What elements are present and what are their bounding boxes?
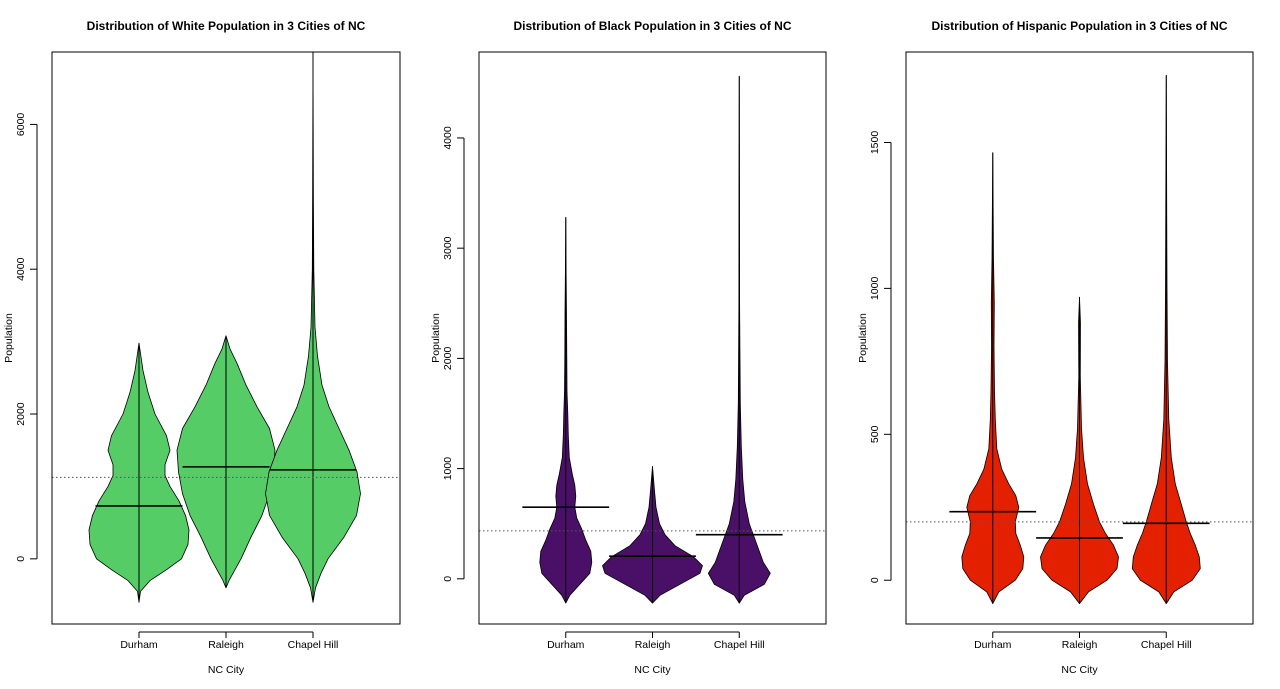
y-tick-label: 6000	[15, 113, 27, 137]
y-tick-label: 500	[869, 425, 881, 443]
chart-title: Distribution of Hispanic Population in 3…	[931, 19, 1227, 33]
y-tick-label: 2000	[15, 402, 27, 426]
y-tick-label: 1500	[869, 131, 881, 155]
plot-frame	[478, 51, 827, 625]
y-tick-label: 0	[15, 556, 27, 562]
chart-title: Distribution of White Population in 3 Ci…	[87, 19, 366, 33]
y-axis-label: Population	[857, 313, 869, 363]
plot-frame	[51, 51, 401, 625]
y-tick-label: 4000	[15, 257, 27, 281]
y-tick-label: 0	[442, 576, 454, 582]
x-tick-label: Chapel Hill	[1141, 639, 1192, 651]
x-axis-label: NC City	[208, 664, 245, 676]
y-tick-label: 0	[869, 577, 881, 583]
x-tick-label: Durham	[120, 639, 158, 651]
x-tick-label: Raleigh	[208, 639, 244, 651]
y-axis-label: Population	[430, 313, 442, 363]
x-tick-label: Chapel Hill	[714, 639, 765, 651]
y-axis-label: Population	[3, 313, 15, 363]
x-axis-label: NC City	[1061, 664, 1098, 676]
x-tick-label: Raleigh	[1062, 639, 1098, 651]
y-tick-label: 4000	[442, 126, 454, 150]
x-tick-label: Durham	[974, 639, 1012, 651]
x-axis-label: NC City	[634, 664, 671, 676]
y-tick-label: 1000	[442, 457, 454, 481]
x-tick-label: Durham	[547, 639, 585, 651]
plot-frame	[905, 51, 1254, 625]
y-tick-label: 3000	[442, 236, 454, 260]
x-tick-label: Chapel Hill	[288, 639, 339, 651]
y-tick-label: 1000	[869, 277, 881, 301]
y-tick-label: 2000	[442, 347, 454, 371]
x-tick-label: Raleigh	[635, 639, 671, 651]
chart-title: Distribution of Black Population in 3 Ci…	[513, 19, 791, 33]
